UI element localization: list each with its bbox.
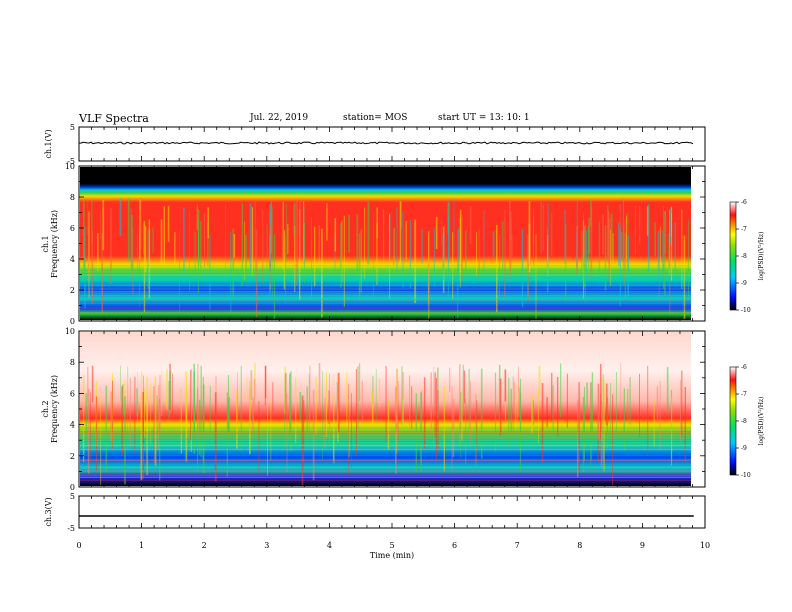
y-tick-label-panel2: 2 bbox=[70, 286, 75, 295]
y-tick-label-panel2: 8 bbox=[70, 193, 75, 202]
ch1-spectrogram-ylabel-frequency: Frequency (kHz) bbox=[50, 210, 59, 278]
y-tick-label-panel3: 8 bbox=[70, 358, 75, 367]
colorbar-tick-label: -9 bbox=[741, 445, 747, 452]
y-tick-label-panel3: 2 bbox=[70, 452, 75, 461]
ch3-waveform-ylabel: ch.3(V) bbox=[44, 497, 53, 526]
colorbar-tick-label: -7 bbox=[741, 391, 747, 398]
ch1-colorbar-label: log(PSD)(V²/Hz) bbox=[758, 232, 765, 281]
y-tick-label-panel3: 4 bbox=[70, 421, 75, 430]
y-tick-label-panel3: 10 bbox=[65, 327, 75, 336]
ch1-waveform-trace bbox=[78, 141, 694, 145]
ch1-colorbar-scale bbox=[729, 201, 737, 311]
ch1-waveform-frame bbox=[78, 126, 706, 162]
colorbar-tick-label: -8 bbox=[741, 418, 747, 425]
y-tick-label-panel2: 0 bbox=[70, 317, 75, 326]
x-tick-label: 4 bbox=[327, 541, 332, 550]
station-label: station= MOS bbox=[343, 113, 408, 123]
x-tick-label: 2 bbox=[202, 541, 207, 550]
x-tick-label: 10 bbox=[700, 541, 710, 550]
colorbar-tick-label: -8 bbox=[741, 253, 747, 260]
x-tick-label: 6 bbox=[452, 541, 457, 550]
date-label: Jul. 22, 2019 bbox=[250, 113, 309, 123]
ch1-waveform-ylabel: ch.1(V) bbox=[44, 129, 53, 158]
colorbar-tick-label: -6 bbox=[741, 199, 747, 206]
x-tick-label: 3 bbox=[264, 541, 269, 550]
y-tick-label-panel2: 10 bbox=[65, 162, 75, 171]
colorbar-tick-label: -6 bbox=[741, 364, 747, 371]
ch2-colorbar-scale bbox=[729, 366, 737, 476]
colorbar-tick-label: -9 bbox=[741, 280, 747, 287]
x-tick-label: 0 bbox=[76, 541, 81, 550]
ch2-spectrogram-ylabel-channel: ch.2 bbox=[41, 400, 50, 417]
y-tick-label-panel2: 4 bbox=[70, 255, 75, 264]
ch1-spectrogram-ylabel-channel: ch.1 bbox=[41, 235, 50, 252]
x-tick-label: 5 bbox=[389, 541, 394, 550]
y-tick-label-panel1: -5 bbox=[67, 157, 75, 166]
chart-title: VLF Spectra bbox=[79, 112, 149, 125]
ch1-colorbar: -6 -7 -8 -9 -10 log(PSD)(V²/Hz) bbox=[729, 199, 765, 314]
y-tick-label-panel2: 6 bbox=[70, 224, 75, 233]
colorbar-tick-label: -7 bbox=[741, 226, 747, 233]
start-time-label: start UT = 13: 10: 1 bbox=[438, 113, 530, 123]
colorbar-tick-label: -10 bbox=[741, 307, 751, 314]
ch2-spectrogram-ylabel-frequency: Frequency (kHz) bbox=[50, 375, 59, 443]
x-tick-label: 1 bbox=[139, 541, 144, 550]
x-tick-label: 9 bbox=[640, 541, 645, 550]
ch1-spectrogram-streaks bbox=[80, 197, 691, 319]
y-tick-label-panel1: 5 bbox=[70, 123, 75, 132]
ch2-spectrogram-streaks bbox=[80, 363, 691, 485]
colorbar-tick-label: -10 bbox=[741, 472, 751, 479]
y-tick-label-panel4: -5 bbox=[67, 524, 75, 533]
y-tick-label-panel3: 0 bbox=[70, 483, 75, 492]
ch2-colorbar-label: log(PSD)(V²/Hz) bbox=[758, 397, 765, 446]
x-tick-label: 7 bbox=[515, 541, 520, 550]
ch2-colorbar: -6 -7 -8 -9 -10 log(PSD)(V²/Hz) bbox=[729, 364, 765, 479]
y-tick-label-panel3: 6 bbox=[70, 389, 75, 398]
chart-header: VLF Spectra Jul. 22, 2019 station= MOS s… bbox=[0, 112, 792, 127]
y-tick-label-panel4: 5 bbox=[70, 492, 75, 501]
x-tick-label: 8 bbox=[577, 541, 582, 550]
x-axis-label: Time (min) bbox=[370, 551, 414, 560]
